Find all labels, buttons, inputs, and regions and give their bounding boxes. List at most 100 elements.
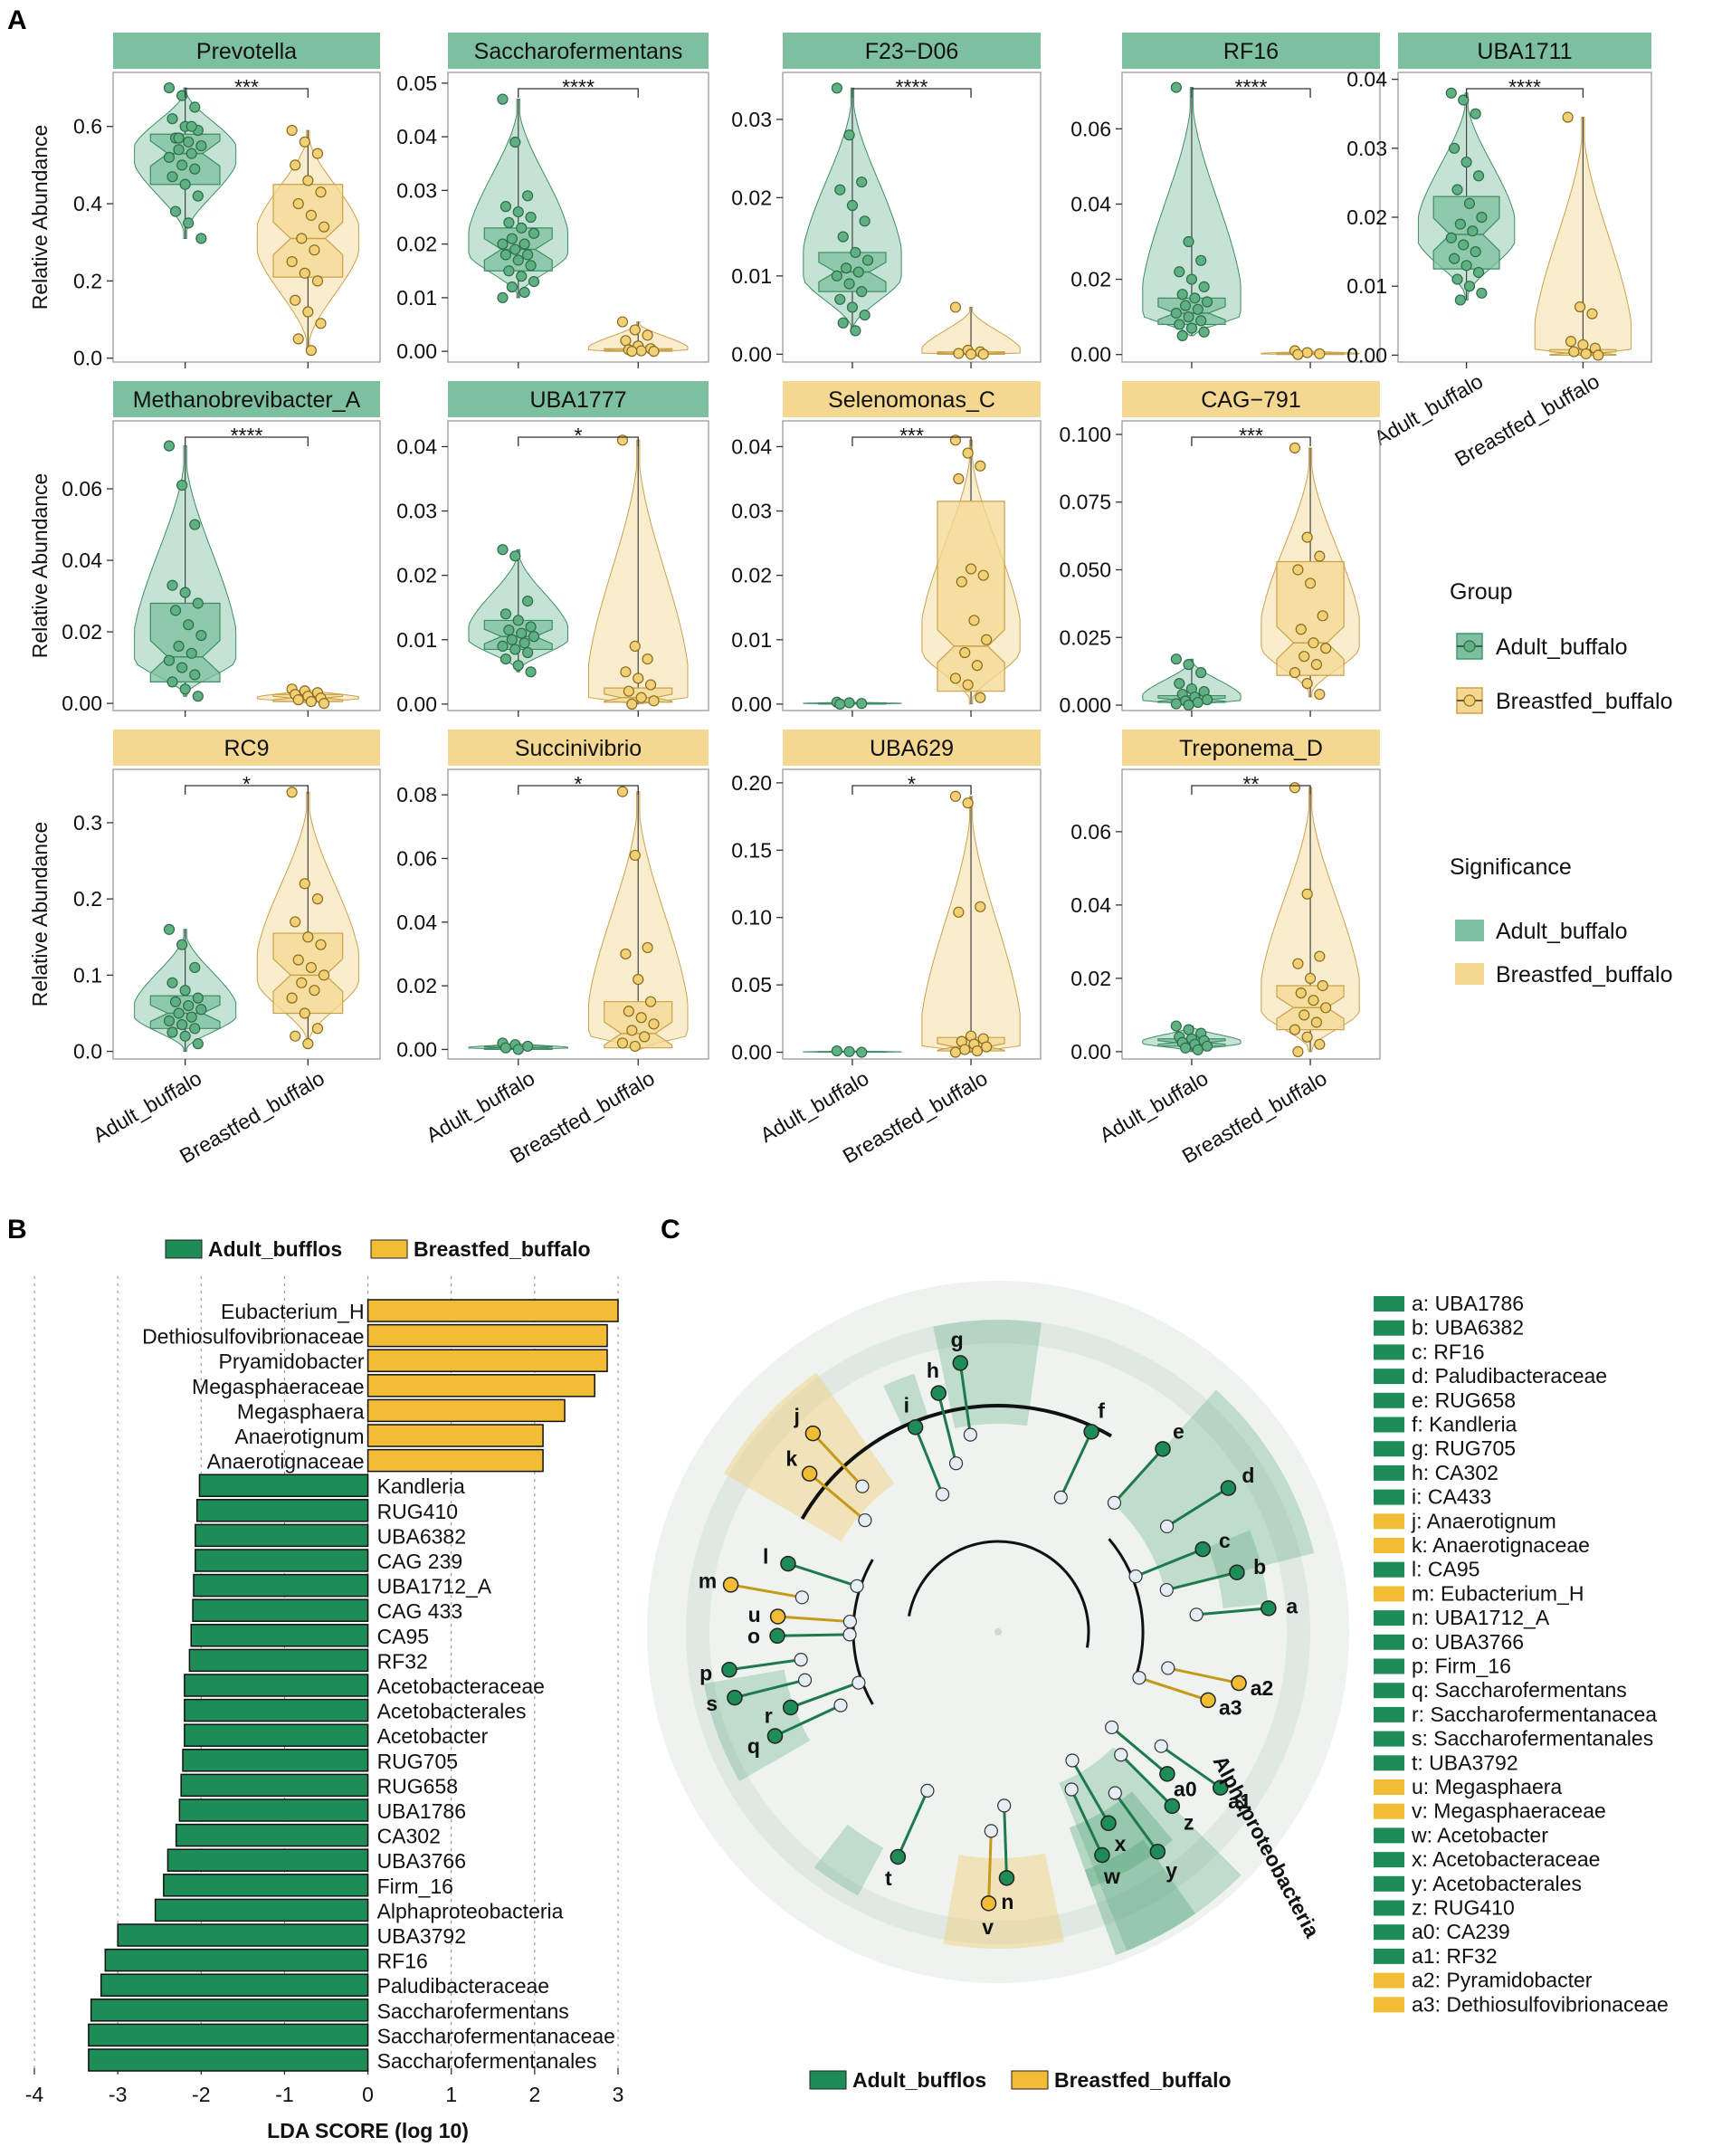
internal-node [1105, 1720, 1119, 1735]
data-point [1449, 253, 1460, 264]
data-point [1180, 300, 1192, 311]
notched-box [272, 184, 344, 278]
data-point [626, 346, 638, 358]
data-point [195, 139, 207, 152]
data-point [1458, 239, 1470, 251]
data-point [192, 691, 204, 702]
data-point [506, 281, 518, 293]
data-point [1454, 218, 1466, 230]
data-point [315, 939, 327, 950]
clade-legend-label: a: UBA1786 [1412, 1292, 1524, 1315]
significance-key-breastfed [1455, 963, 1484, 985]
clade-shading [1084, 1839, 1195, 1956]
x-axis-title: LDA SCORE (log 10) [267, 2119, 469, 2142]
significance-stars: **** [1235, 75, 1268, 99]
node-letter: b [1253, 1555, 1266, 1579]
branch [730, 1583, 803, 1599]
data-point [286, 124, 298, 137]
boxplot-panel-10: RC9 0.0 0.1 0.2 0.3 * Relative Abundance Adult_… [28, 730, 381, 1168]
notched-box [604, 1001, 673, 1049]
data-point [1460, 260, 1472, 272]
clade-legend-key [1374, 1683, 1404, 1699]
branch [1160, 1744, 1222, 1789]
data-point [506, 233, 518, 244]
clade-legend-key [1374, 1586, 1404, 1602]
lda-bar-label: CA302 [377, 1825, 441, 1848]
data-point [1170, 307, 1182, 320]
boxplot-panel-6: Methanobrevibacter_A 0.00 0.02 0.04 0.06 ****… [28, 381, 381, 717]
data-point [176, 939, 188, 950]
internal-node [850, 1579, 864, 1593]
data-point [1183, 1024, 1194, 1035]
data-point [189, 519, 201, 530]
clade-legend-label: g: RUG705 [1412, 1436, 1516, 1460]
data-point [1174, 677, 1185, 690]
data-point [318, 697, 330, 710]
data-point [286, 255, 298, 268]
branch [1165, 1570, 1238, 1592]
legend-label-adult: Adult_bufflos [852, 2068, 986, 2092]
lda-bar-label: Pryamidobacter [218, 1350, 364, 1373]
y-tick-label: 0.04 [731, 434, 772, 458]
data-point [497, 93, 509, 105]
data-point [509, 550, 521, 562]
lda-bar-label: Paludibacteraceae [377, 1974, 550, 1998]
clade-legend-label: j: Anaerotignum [1411, 1509, 1556, 1532]
significance-stars: *** [234, 75, 259, 99]
clade-legend-key [1374, 1972, 1404, 1989]
internal-node [1108, 1786, 1122, 1800]
y-tick-label: 0.02 [731, 564, 772, 587]
leaf-node [1094, 1846, 1110, 1864]
lda-bar-label: Acetobacter [377, 1724, 489, 1748]
strip-title: Prevotella [196, 39, 297, 64]
internal-node [794, 1590, 809, 1605]
leaf-node [801, 1465, 818, 1482]
node-letter: f [1098, 1398, 1105, 1422]
data-point [302, 1038, 314, 1050]
leaf-node [1100, 1815, 1117, 1832]
data-point [1301, 531, 1313, 543]
y-tick-label: 0.02 [731, 186, 772, 209]
significance-stars: * [575, 772, 583, 796]
data-point [176, 90, 188, 101]
data-point [1174, 266, 1185, 278]
leaf-node [998, 1870, 1015, 1886]
data-point [1593, 349, 1604, 361]
internal-node [1154, 1739, 1168, 1753]
leaf-node [722, 1577, 739, 1593]
branch [958, 1362, 972, 1436]
y-axis-title: Relative Abundance [28, 125, 52, 310]
clade-legend-label: a1: RF32 [1412, 1944, 1498, 1968]
data-point [1192, 1044, 1203, 1055]
significance-bracket [518, 88, 639, 98]
data-point [977, 348, 989, 360]
data-point [642, 941, 653, 954]
panel-a-legend: Group Adult_buffalo Breastfed_buffalo Si… [1450, 579, 1673, 987]
data-point [834, 184, 846, 196]
x-tick-label: -1 [275, 2083, 293, 2106]
strip-header [1398, 33, 1651, 69]
y-tick-label: 0.04 [1346, 68, 1387, 91]
boxplot-panel-4: RF16 0.00 0.02 0.04 0.06 **** [1070, 33, 1381, 368]
lda-bar [182, 1749, 369, 1772]
data-point [305, 209, 317, 221]
data-point [1310, 659, 1322, 671]
data-point [629, 324, 641, 336]
y-tick-label: 0.05 [731, 973, 772, 997]
data-point [1299, 651, 1310, 663]
leaf-node [1194, 1541, 1211, 1558]
branch [1138, 1676, 1209, 1702]
y-tick-label: 0.0 [73, 347, 102, 370]
data-point [856, 176, 868, 188]
branch [896, 1789, 929, 1858]
data-point [173, 1007, 185, 1019]
data-point [173, 144, 185, 156]
clade-legend-label: f: Kandleria [1412, 1413, 1517, 1436]
y-tick-label: 0.025 [1059, 625, 1111, 649]
node-letter: e [1173, 1420, 1184, 1444]
lda-bar-label: UBA6382 [377, 1524, 466, 1548]
lda-bar-label: CAG 433 [377, 1599, 463, 1623]
data-point [1476, 287, 1488, 299]
data-point [1192, 696, 1203, 709]
y-tick-label: 0.00 [396, 692, 437, 716]
